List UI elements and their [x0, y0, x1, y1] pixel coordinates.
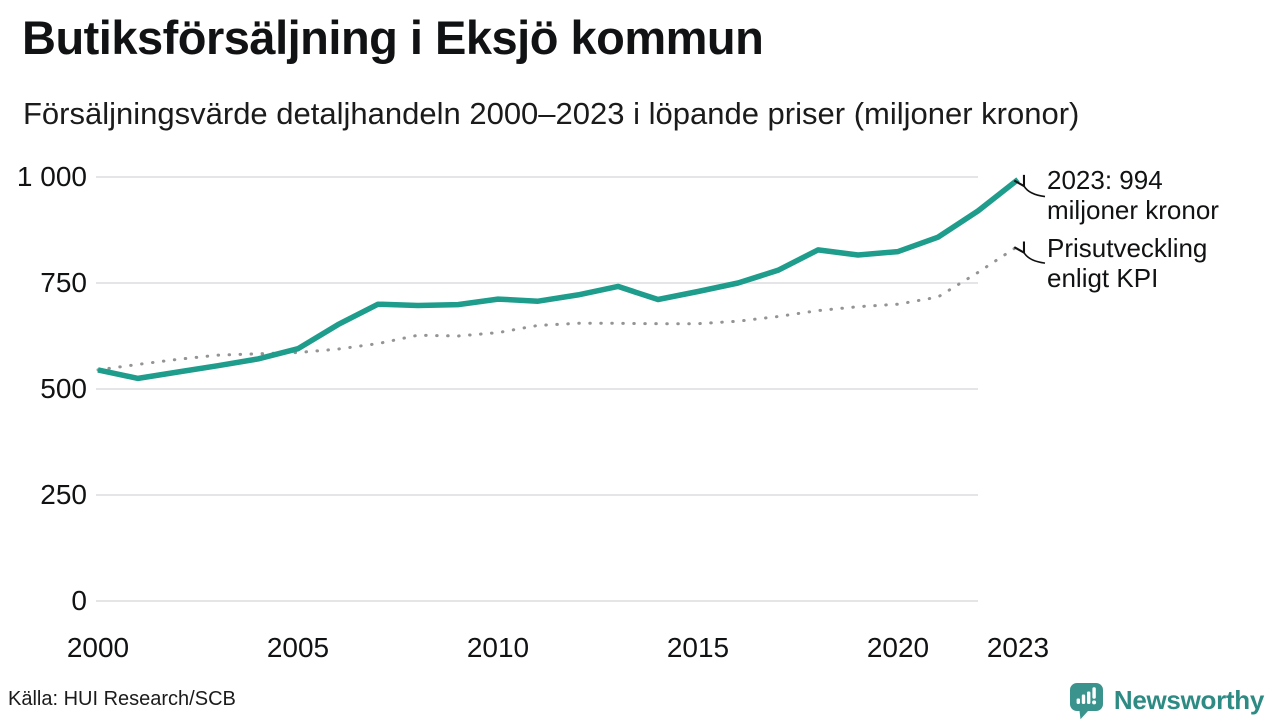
x-tick-label: 2015 [666, 632, 730, 663]
annotation-line: enligt KPI [1047, 263, 1159, 293]
annotation-kpi: Prisutveckling enligt KPI [1047, 233, 1207, 293]
annotation-line: miljoner kronor [1047, 195, 1219, 225]
x-tick-label: 2005 [266, 632, 330, 663]
annotation-arrow-kpi [1013, 241, 1046, 264]
kpi-dotted-line [96, 244, 1020, 372]
annotation-line: Prisutveckling [1047, 233, 1208, 263]
chart-title: Butiksförsäljning i Eksjö kommun [22, 11, 764, 64]
chart-subtitle: Försäljningsvärde detaljhandeln 2000–202… [23, 96, 1080, 131]
y-tick-label: 1 000 [16, 161, 87, 192]
gridlines [96, 176, 978, 602]
x-tick-label: 2020 [866, 632, 930, 663]
newsworthy-icon [1069, 683, 1103, 720]
newsworthy-wordmark: Newsworthy [1113, 685, 1264, 715]
annotation-latest-value: 2023: 994 miljoner kronor [1047, 165, 1219, 225]
x-tick-label: 2010 [466, 632, 530, 663]
sales-line [97, 177, 1020, 382]
y-tick-label: 500 [40, 373, 87, 404]
y-tick-label: 250 [40, 479, 87, 510]
newsworthy-logo: Newsworthy [1068, 681, 1264, 720]
annotation-line: 2023: 994 [1047, 165, 1163, 195]
annotation-arrow-sales [1013, 174, 1046, 198]
y-tick-label: 750 [40, 267, 87, 298]
x-tick-label: 2000 [66, 632, 130, 663]
x-tick-label: 2023 [986, 632, 1050, 663]
y-tick-label: 0 [71, 585, 87, 616]
source-note: Källa: HUI Research/SCB [8, 688, 236, 710]
